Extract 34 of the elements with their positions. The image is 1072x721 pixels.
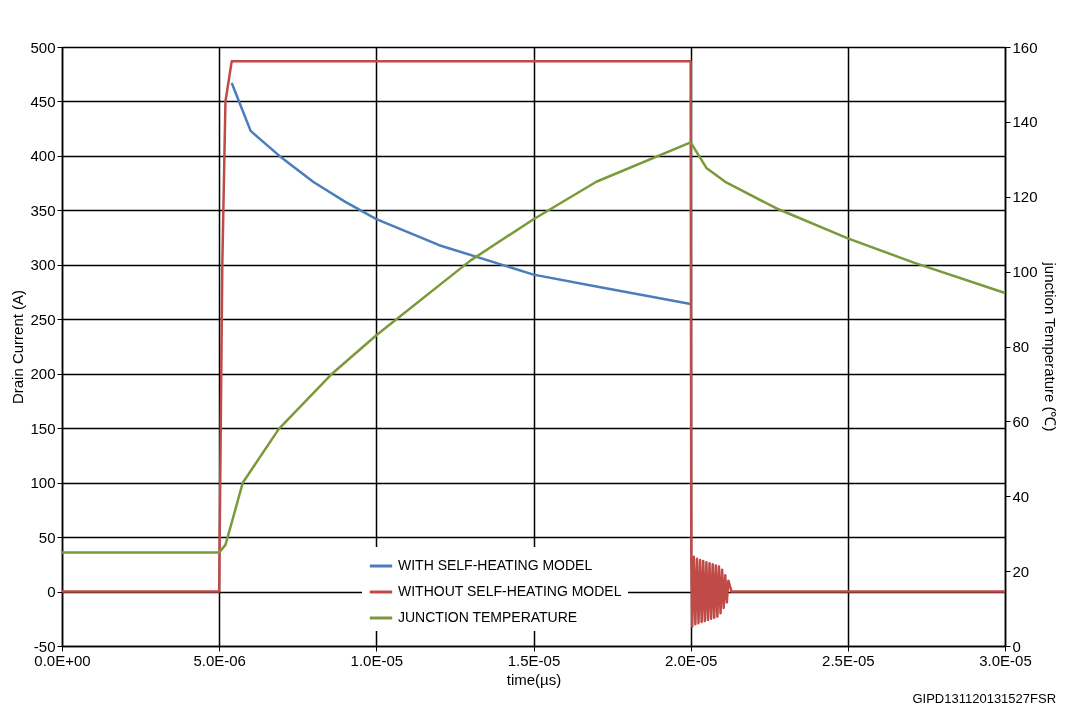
legend-label: JUNCTION TEMPERATURE xyxy=(398,609,578,625)
y-tick-label: 100 xyxy=(30,474,56,492)
y2-tick-label: 60 xyxy=(1012,412,1030,430)
text: GIPD131120131527FSR xyxy=(912,691,1057,706)
y-axis-title: Drain Current (A) xyxy=(9,289,27,405)
y2-tick-label: 100 xyxy=(1012,263,1038,281)
y2-tick-label: 140 xyxy=(1012,113,1038,131)
y-tick-label: 200 xyxy=(30,365,56,383)
y2-tick-label: 160 xyxy=(1012,38,1038,56)
y2-axis-title: junction Temperature (℃) xyxy=(1041,261,1059,432)
x-axis-title: time(µs) xyxy=(506,670,562,688)
line-series xyxy=(60,141,1007,554)
y2-tick-label: 80 xyxy=(1012,338,1030,355)
line-series xyxy=(230,81,692,306)
line-series xyxy=(60,59,1007,628)
y2-tick-label: 40 xyxy=(1012,487,1030,505)
legend-label: WITHOUT SELF-HEATING MODEL xyxy=(398,583,622,599)
y2-tick-label: 20 xyxy=(1012,562,1030,580)
x-tick-label: 2.5E-05 xyxy=(822,651,875,669)
y-tick-label: 250 xyxy=(30,310,56,328)
x-tick-label: 2.0E-05 xyxy=(664,651,718,669)
y-tick-label: 150 xyxy=(30,419,56,437)
y-tick-label: 350 xyxy=(30,201,56,219)
x-tick-label: 1.5E-05 xyxy=(507,651,561,669)
y-tick-label: 500 xyxy=(30,38,56,56)
y-tick-label: 0 xyxy=(47,583,56,601)
legend-label: WITH SELF-HEATING MODEL xyxy=(398,557,593,573)
x-tick-label: 1.0E-05 xyxy=(350,651,404,669)
y-tick-label: 300 xyxy=(30,256,56,274)
y-tick-label: 400 xyxy=(30,147,56,165)
x-tick-label: 5.0E-06 xyxy=(193,651,246,669)
y2-tick-label: 120 xyxy=(1012,188,1038,206)
y-tick-label: 50 xyxy=(38,528,56,546)
y-tick-label: 450 xyxy=(30,92,56,110)
